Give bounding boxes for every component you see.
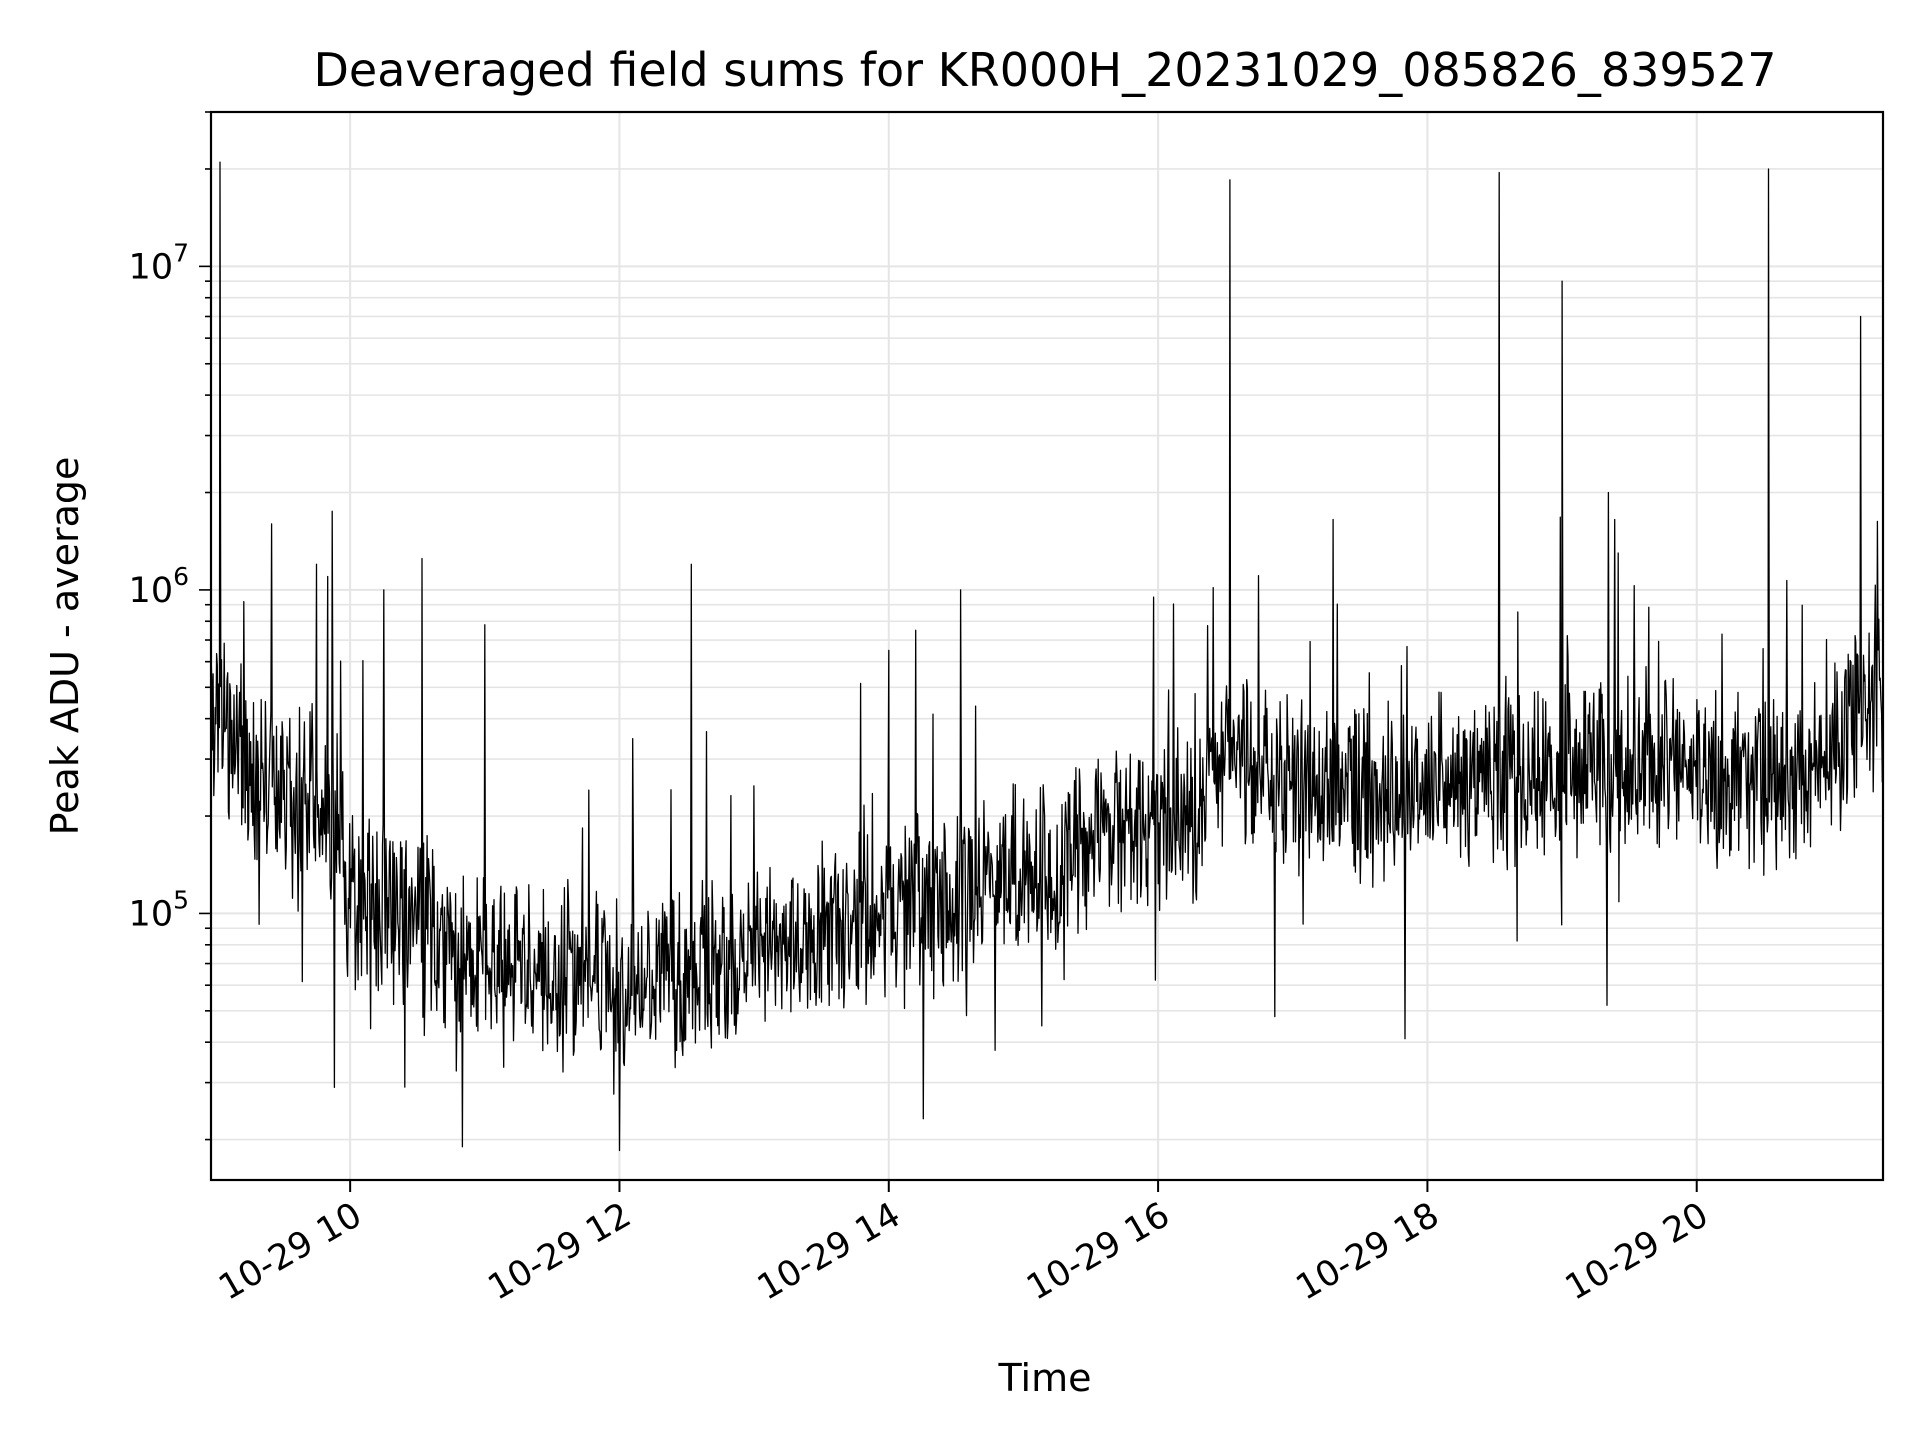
y-tick-label: 106 (129, 562, 189, 611)
y-tick-label: 105 (129, 885, 189, 934)
x-axis-label: Time (998, 1356, 1092, 1400)
chart-title: Deaveraged field sums for KR000H_2023102… (314, 43, 1777, 97)
series-group (211, 161, 1883, 1152)
y-axis-label: Peak ADU - average (43, 457, 87, 836)
series-line (211, 161, 1883, 1152)
plot-frame (209, 110, 1885, 1182)
y-tick-label: 107 (129, 238, 189, 287)
